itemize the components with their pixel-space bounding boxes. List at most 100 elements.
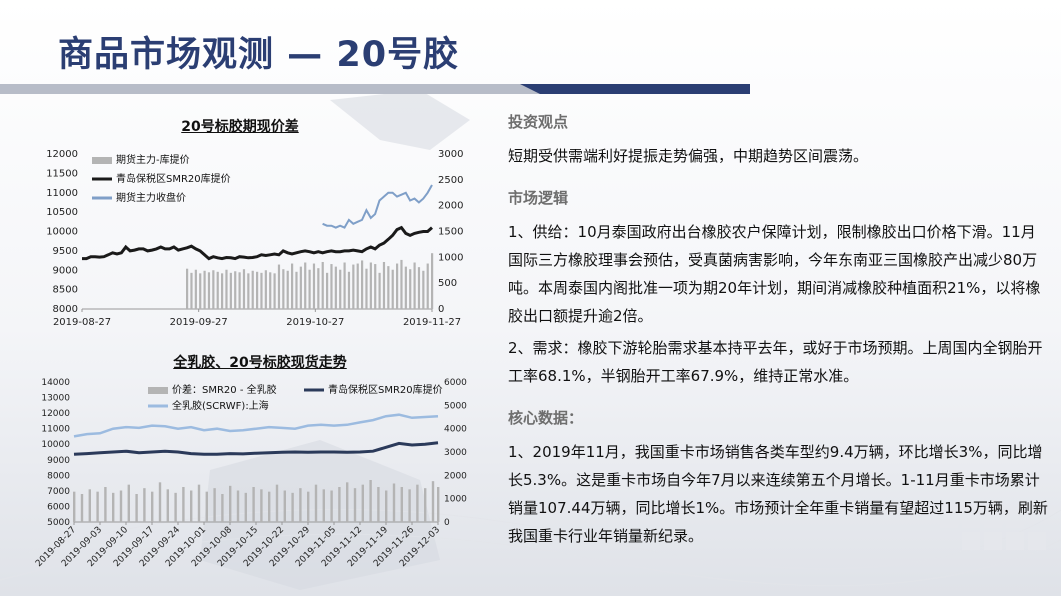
bar: [391, 269, 394, 309]
bar-series: [73, 480, 440, 522]
bar: [236, 490, 240, 522]
bar: [417, 267, 421, 309]
y-left-tick-label: 14000: [41, 378, 70, 388]
bar: [256, 271, 259, 309]
bar: [234, 271, 237, 309]
bar: [339, 269, 342, 309]
bar: [273, 273, 276, 309]
y-right-tick-label: 3000: [444, 448, 467, 458]
section-core-data: 核心数据： 1、2019年11月，我国重卡市场销售各类车型约9.4万辆，环比增长…: [508, 406, 1048, 550]
bar: [166, 489, 169, 522]
bar: [190, 490, 193, 522]
y-left-tick-label: 6000: [47, 502, 70, 512]
bar: [304, 262, 307, 309]
section-paragraph: 1、2019年11月，我国重卡市场销售各类车型约9.4万辆，环比增长3%，同比增…: [508, 443, 1048, 545]
y-left-tick-label: 8000: [47, 471, 70, 481]
legend-label: 期货主力-库提价: [116, 153, 190, 166]
bar: [377, 487, 380, 522]
bar: [269, 272, 272, 309]
bar: [295, 271, 298, 309]
bar: [422, 270, 425, 309]
bar: [205, 491, 208, 522]
bar: [426, 263, 429, 309]
chart1-title: 20号标胶期现价差: [181, 119, 299, 135]
header-bar-light: [0, 84, 560, 94]
bar: [268, 491, 271, 522]
y-left-tick-label: 8000: [53, 304, 78, 315]
bar: [73, 491, 76, 522]
bar: [199, 273, 202, 309]
bar: [252, 487, 255, 522]
bar: [203, 270, 206, 309]
bar: [119, 490, 123, 522]
bar: [416, 484, 419, 522]
bar: [88, 489, 91, 522]
bar: [143, 488, 146, 522]
bar: [431, 481, 435, 522]
bar: [437, 487, 440, 522]
section-head: 市场逻辑: [508, 189, 569, 207]
bar: [194, 269, 197, 309]
bar: [247, 273, 250, 309]
bar: [207, 272, 211, 309]
bar: [221, 494, 224, 522]
series-line: [73, 413, 439, 438]
bar: [353, 488, 357, 522]
bar: [413, 262, 416, 309]
chart2-title: 全乳胶、20号标胶现货走势: [173, 355, 347, 371]
bar: [369, 262, 372, 309]
bar: [229, 485, 232, 522]
bar: [308, 269, 311, 309]
bar: [242, 269, 246, 309]
y-left-tick-label: 11000: [41, 425, 70, 435]
bar: [356, 263, 359, 309]
y-left-tick-label: 5000: [47, 518, 70, 528]
bar: [361, 260, 364, 309]
bar: [291, 492, 294, 522]
bar: [314, 484, 318, 522]
bar: [400, 259, 403, 309]
bar: [392, 483, 396, 522]
y-left-tick-label: 9000: [53, 265, 78, 276]
y-left-tick-label: 10000: [46, 227, 78, 238]
bar: [264, 270, 267, 309]
bar: [365, 268, 368, 309]
bar: [80, 494, 84, 522]
bar: [221, 273, 224, 309]
y-left-tick-label: 11000: [46, 188, 78, 199]
bar: [158, 482, 162, 522]
y-right-tick-label: 1000: [444, 495, 467, 505]
bar: [361, 484, 364, 522]
page-title: 商品市场观测 — 20号胶: [58, 35, 460, 75]
bar: [330, 490, 333, 522]
section-investment-view: 投资观点 短期受供需端利好提振走势偏强，中期趋势区间震荡。: [508, 110, 1048, 170]
bar: [396, 263, 399, 309]
y-left-tick-label: 10500: [46, 207, 78, 218]
bar: [182, 487, 185, 522]
bar: [321, 261, 324, 309]
legend-label: 全乳胶(SCRWF):上海: [172, 399, 269, 412]
bar: [286, 270, 289, 309]
bar: [312, 263, 316, 309]
series-line: [82, 225, 433, 261]
header-bar: [0, 84, 750, 94]
section-paragraph: 短期受供需端利好提振走势偏强，中期趋势区间震荡。: [508, 147, 869, 165]
bar: [244, 492, 247, 522]
bar: [400, 487, 403, 522]
bar: [343, 262, 346, 309]
bar: [251, 270, 254, 309]
bar: [127, 484, 130, 522]
bar: [346, 482, 349, 522]
bar: [213, 488, 216, 522]
bar: [151, 491, 154, 522]
section-head: 核心数据：: [508, 409, 584, 427]
bar: [299, 488, 302, 522]
x-tick-label: 2019-09-27: [170, 317, 228, 328]
bar: [317, 268, 320, 309]
y-right-tick-label: 3000: [438, 149, 463, 160]
y-left-tick-label: 12000: [46, 149, 78, 160]
bar: [431, 253, 434, 309]
bar: [174, 492, 177, 522]
bar: [424, 488, 427, 522]
legend-swatch: [92, 157, 112, 164]
